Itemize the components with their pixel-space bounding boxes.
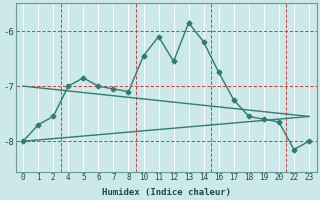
X-axis label: Humidex (Indice chaleur): Humidex (Indice chaleur)	[101, 188, 231, 197]
